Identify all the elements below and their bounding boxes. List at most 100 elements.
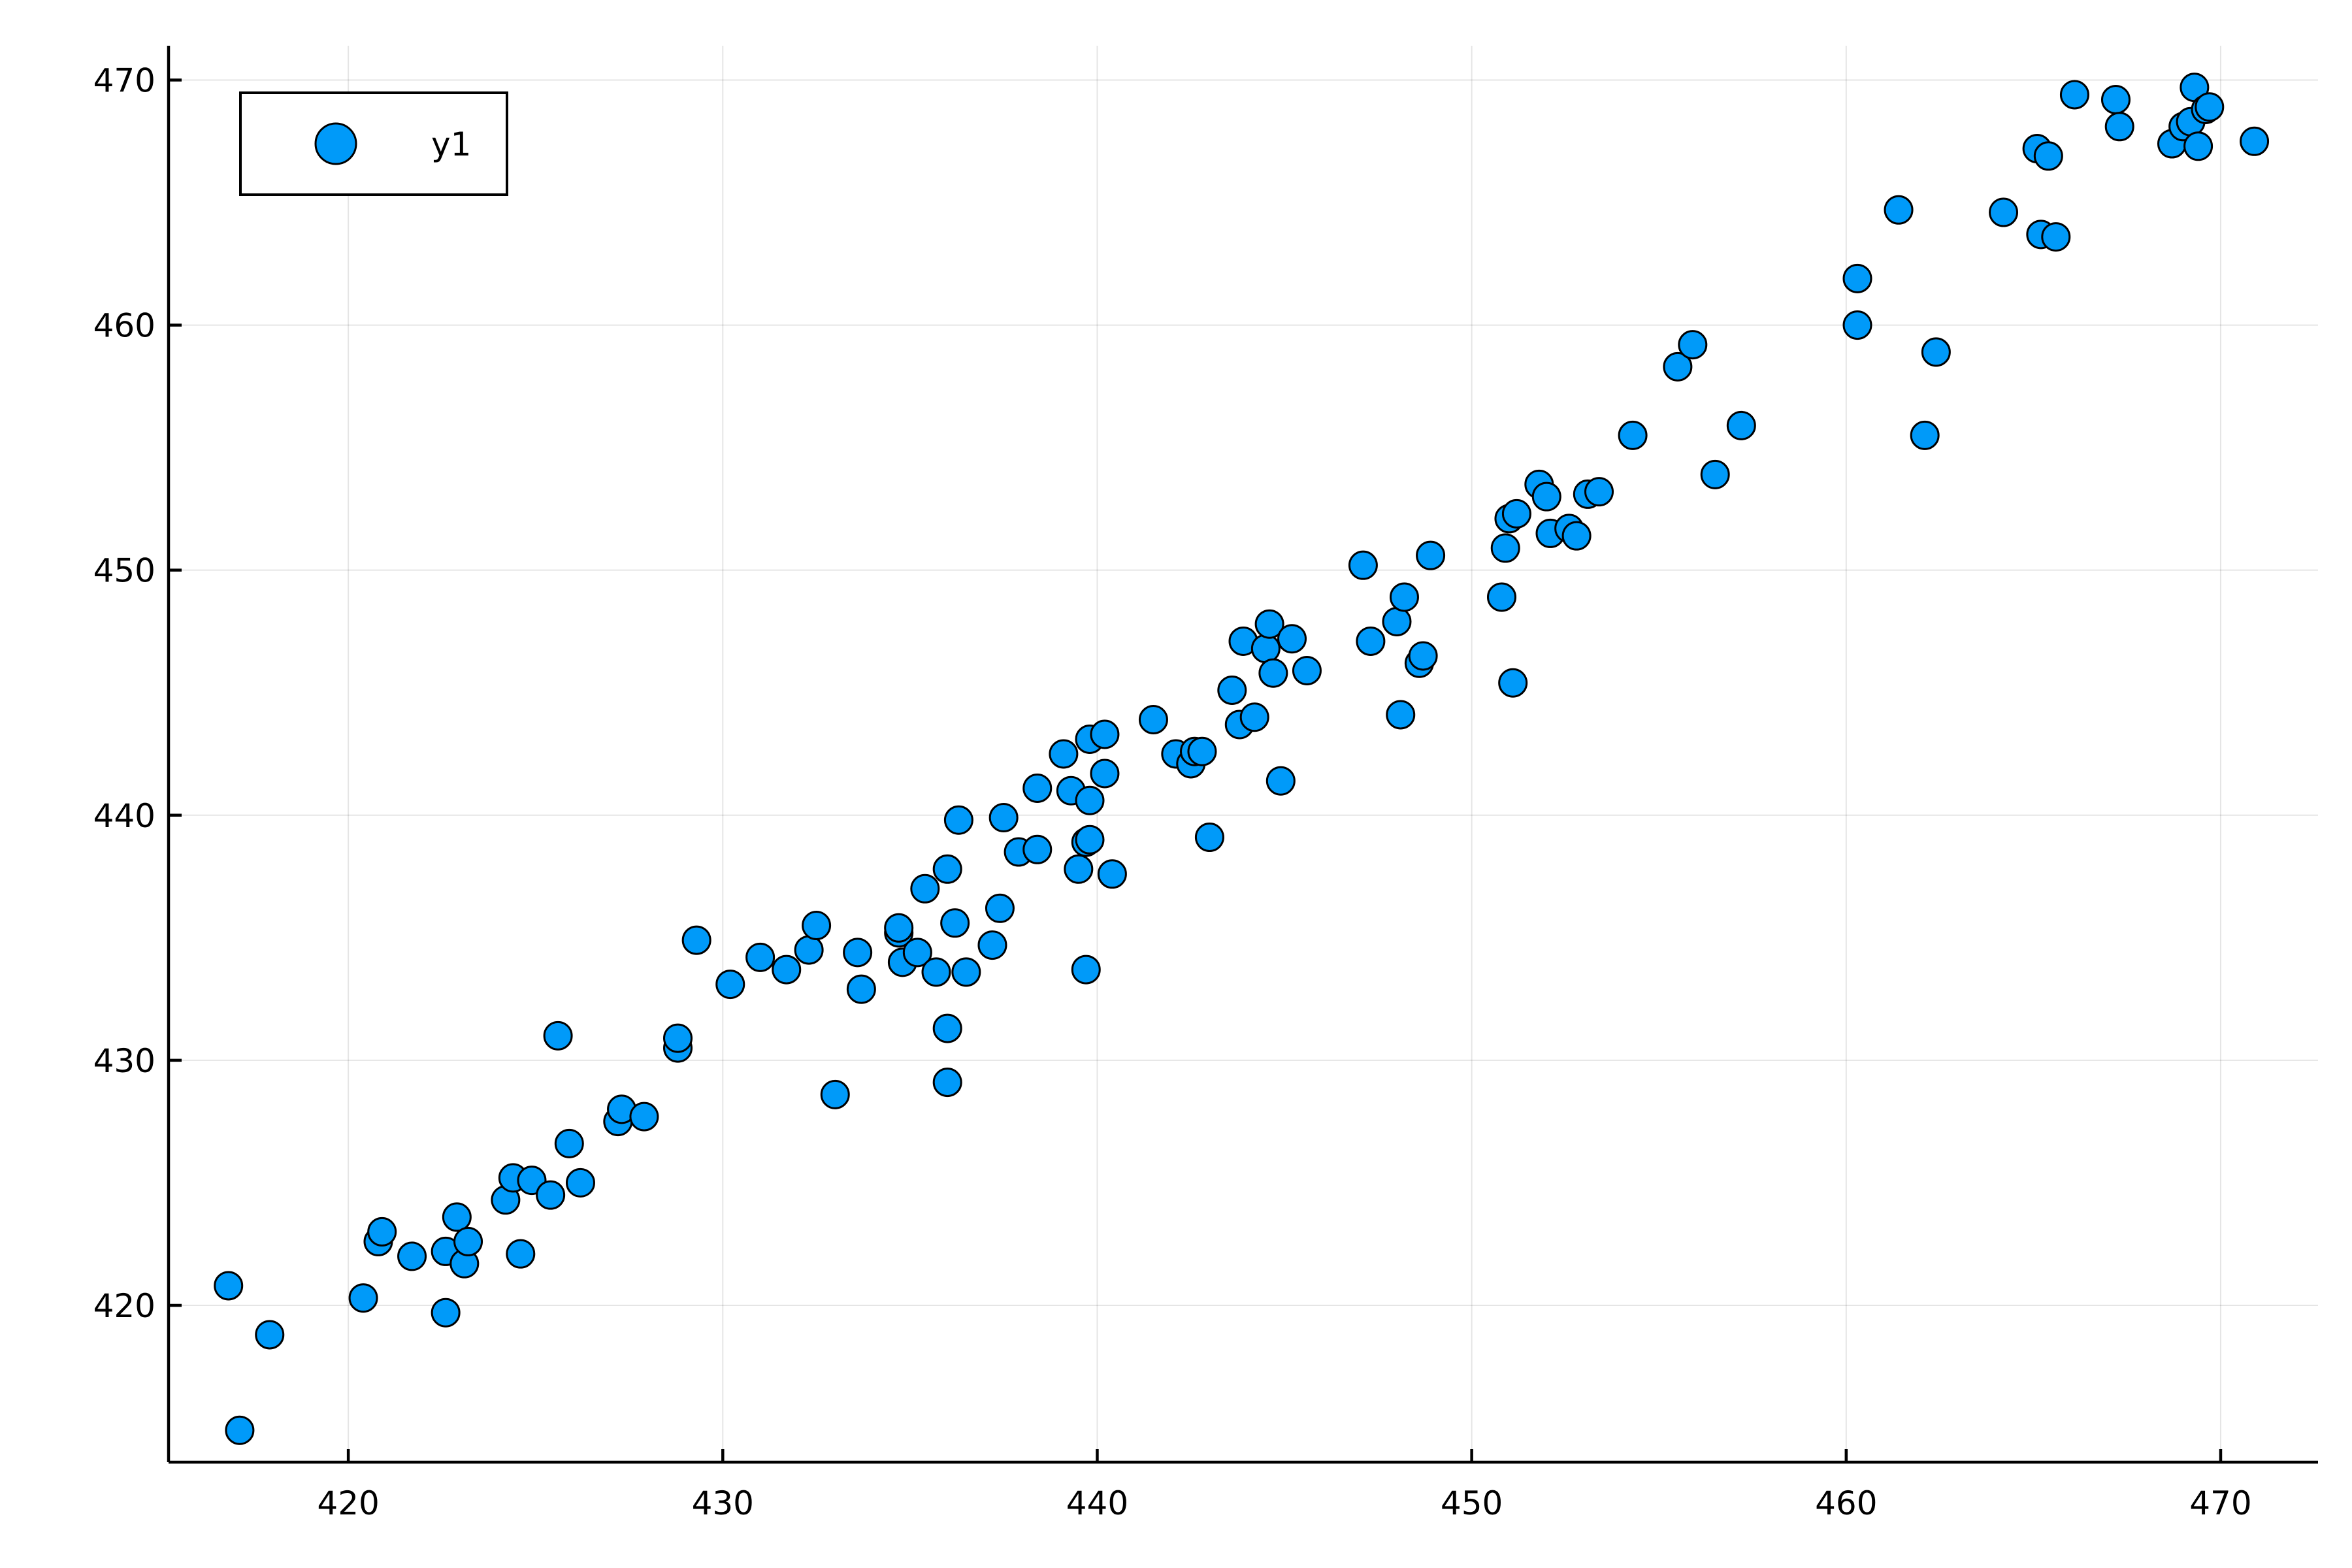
data-point [543,1021,573,1051]
data-point [2100,85,2131,115]
data-point [1250,634,1281,664]
data-point [1486,582,1516,612]
data-point [453,1226,483,1256]
data-point [681,925,711,955]
data-point [1389,582,1419,612]
data-point [1187,736,1217,766]
legend: y1 [239,91,508,196]
data-point [1910,420,1940,450]
x-tick-label: 440 [1066,1484,1128,1522]
data-point [2195,92,2225,122]
data-point [1090,719,1120,749]
y-tick-label: 450 [93,552,155,590]
data-point [943,805,973,835]
data-point [802,911,832,941]
data-point [1022,774,1053,804]
data-point [1989,197,2019,227]
data-point [2240,126,2270,156]
data-point [1348,550,1378,580]
data-point [1356,626,1386,656]
data-point [565,1168,595,1198]
data-point [663,1023,693,1053]
data-point [1075,785,1105,815]
data-point [1726,410,1756,440]
x-tick-label: 430 [692,1484,754,1522]
data-point [1531,482,1561,512]
data-point [2183,131,2213,161]
data-point [745,942,776,972]
data-point [988,803,1019,833]
data-point [1501,498,1531,529]
data-point [1239,702,1269,732]
legend-marker [314,122,357,165]
y-tick-label: 440 [93,797,155,835]
x-tick-label: 470 [2189,1484,2251,1522]
data-point [1498,668,1528,698]
x-tick-label: 460 [1815,1484,1877,1522]
y-tick-label: 430 [93,1042,155,1080]
x-tick-label: 420 [317,1484,379,1522]
data-point [820,1079,850,1109]
data-point [794,935,824,965]
tick-layer: 420 430 440 450 460 470 420 430 440 450 460 470 [93,62,2252,1522]
data-point [1194,823,1224,853]
data-point [1490,533,1520,563]
data-point [442,1202,472,1232]
data-point [902,938,932,968]
data-point [214,1271,244,1301]
data-point [977,930,1007,960]
data-point [1416,540,1446,570]
x-tick-label: 450 [1441,1484,1503,1522]
data-point [255,1320,285,1350]
data-point [1292,655,1322,685]
data-point [932,1013,962,1043]
data-point [367,1217,397,1247]
data-point [348,1283,378,1313]
data-point [1090,759,1120,789]
data-point [1386,700,1416,730]
data-point [1842,263,1872,293]
data-point [554,1128,584,1158]
data-point [1921,337,1951,367]
data-point [1884,195,1914,225]
data-point [1258,658,1288,688]
data-point [1382,606,1412,636]
data-point [1064,854,1094,884]
data-point [843,938,873,968]
data-point [772,955,802,985]
data-point [1663,351,1693,382]
grid-layer [169,46,2318,1462]
data-point [940,908,970,938]
data-point [1584,477,1614,507]
legend-box [239,91,508,196]
data-point [2041,222,2071,252]
data-point [1266,766,1296,796]
points-layer [214,73,2270,1445]
data-point [1561,521,1592,551]
data-point [846,974,876,1004]
data-point [951,957,981,987]
data-point [2033,141,2063,171]
data-point [715,970,745,1000]
data-point [2059,80,2089,110]
data-point [1700,459,1730,489]
data-point [2104,112,2134,142]
data-point [1217,675,1247,705]
data-point [1097,859,1127,889]
data-point [1022,834,1053,864]
legend-label: y1 [431,125,471,163]
data-point [910,874,940,904]
data-point [1618,420,1648,450]
data-point [1842,310,1872,340]
axis-layer [167,46,2318,1464]
data-point [1277,624,1307,654]
y-tick-label: 460 [93,307,155,345]
data-point [932,854,962,884]
data-point [1075,825,1105,855]
data-point [1138,704,1168,734]
data-point [536,1180,566,1210]
data-point [629,1102,659,1132]
data-point [225,1415,255,1445]
data-point [1049,739,1079,769]
